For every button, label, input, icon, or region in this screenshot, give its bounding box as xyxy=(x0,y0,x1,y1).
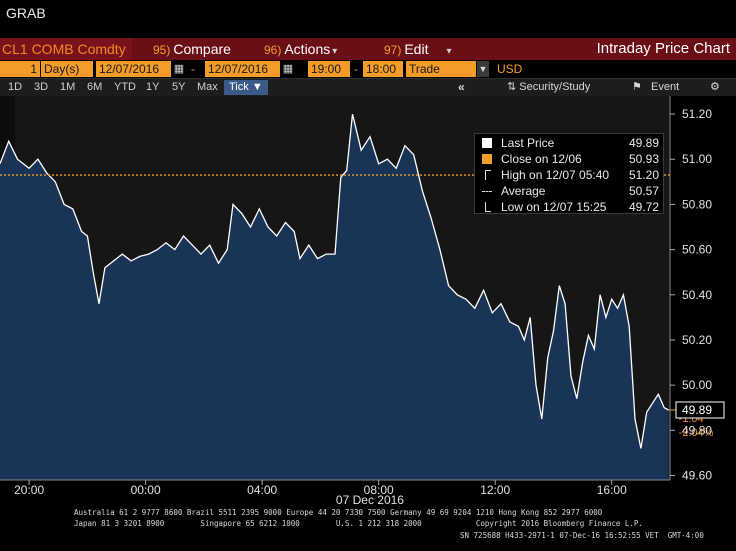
calendar-icon[interactable]: ▦ xyxy=(282,63,294,75)
legend-low-label: Low on 12/07 15:25 xyxy=(501,200,607,214)
date-range-separator: - xyxy=(188,61,202,77)
y-tick-label: 50.00 xyxy=(682,378,712,392)
range-ytd-button[interactable]: YTD xyxy=(114,81,136,93)
tick-label: Tick xyxy=(229,81,249,93)
range-5y-button[interactable]: 5Y xyxy=(172,81,186,93)
legend-last-value: 49.89 xyxy=(628,136,659,150)
average-marker-icon xyxy=(482,191,492,201)
range-max-button[interactable]: Max xyxy=(197,81,218,93)
currency-field[interactable]: USD xyxy=(494,61,534,77)
legend-high-label: High on 12/07 05:40 xyxy=(501,168,610,182)
footer-contacts-line2: Japan 81 3 3201 8900 Singapore 65 6212 1… xyxy=(74,519,643,528)
x-tick-label: 08:00 xyxy=(364,483,394,497)
end-date-field[interactable]: 12/07/2016 xyxy=(205,61,280,77)
price-area xyxy=(0,114,669,480)
legend-close-value: 50.93 xyxy=(628,152,659,166)
footer-serial-line: SN 725688 H433-2971-1 07-Dec-16 16:52:55… xyxy=(460,531,704,540)
legend-average-label: Average xyxy=(501,184,546,198)
edit-number: 97) xyxy=(384,43,402,57)
price-line xyxy=(0,113,669,449)
parameters-bar: 1 Day(s) 12/07/2016 ▦ - 12/07/2016 ▦ 19:… xyxy=(0,60,736,78)
compare-number: 95) xyxy=(153,43,171,57)
x-tick-label: 16:00 xyxy=(597,483,627,497)
actions-menu[interactable]: 96) Actions ▾ xyxy=(264,38,337,60)
y-tick-label: 49.80 xyxy=(682,423,712,437)
y-tick-label: 51.20 xyxy=(682,107,712,121)
actions-label: Actions xyxy=(284,41,331,57)
y-tick-label: 50.40 xyxy=(682,288,712,302)
series-key-icon xyxy=(482,154,492,164)
range-3d-button[interactable]: 3D xyxy=(34,81,49,93)
low-marker-icon xyxy=(485,202,491,212)
event-button[interactable]: ⚑ Event xyxy=(632,80,679,95)
security-study-button[interactable]: ⇅ Security/Study xyxy=(507,80,590,95)
x-tick-label: 12:00 xyxy=(480,483,510,497)
range-1m-button[interactable]: 1M xyxy=(60,81,76,93)
series-key-icon xyxy=(482,138,492,148)
legend-close-label: Close on 12/06 xyxy=(501,152,582,166)
x-tick-label: 04:00 xyxy=(247,483,277,497)
legend-high: High on 12/07 05:40 51.20 xyxy=(479,167,661,183)
ticker-field[interactable]: CL1 COMB Comdty xyxy=(0,38,132,60)
x-tick-label: 00:00 xyxy=(131,483,161,497)
end-time-field[interactable]: 18:00 xyxy=(363,61,403,77)
range-6m-button[interactable]: 6M xyxy=(87,81,103,93)
window-title-bar: GRAB xyxy=(0,0,736,38)
period-unit-field[interactable]: Day(s) xyxy=(41,61,93,77)
footer-contacts-line1: Australia 61 2 9777 8600 Brazil 5511 239… xyxy=(74,508,603,517)
footer: Australia 61 2 9777 8600 Brazil 5511 239… xyxy=(0,506,736,551)
chevron-down-icon: ▾ xyxy=(332,46,338,57)
tick-select[interactable]: Tick ▼ xyxy=(224,80,268,95)
chevron-down-icon[interactable]: ▼ xyxy=(477,61,489,77)
change-pct-label: -2.04% xyxy=(679,427,714,439)
tools-icon: ⇅ xyxy=(507,81,517,93)
y-tick-label: 49.60 xyxy=(682,468,712,482)
legend-average-value: 50.57 xyxy=(628,184,659,198)
start-time-field[interactable]: 19:00 xyxy=(308,61,350,77)
range-1d-button[interactable]: 1D xyxy=(8,81,23,93)
chart-legend[interactable]: Last Price 49.89 Close on 12/06 50.93 Hi… xyxy=(474,133,664,214)
y-tick-label: 50.20 xyxy=(682,333,712,347)
edit-menu[interactable]: 97) Edit ▾ xyxy=(384,38,452,60)
time-range-separator: - xyxy=(351,61,361,77)
chart-title: Intraday Price Chart xyxy=(596,40,730,57)
legend-high-value: 51.20 xyxy=(628,168,659,182)
legend-average: Average 50.57 xyxy=(479,183,661,199)
x-axis-date-label: 07 Dec 2016 xyxy=(336,493,404,506)
range-1y-button[interactable]: 1Y xyxy=(146,81,160,93)
flag-icon: ⚑ xyxy=(632,81,642,93)
y-tick-label: 50.80 xyxy=(682,197,712,211)
y-tick-label: 50.60 xyxy=(682,243,712,257)
edit-label: Edit xyxy=(404,41,429,57)
plot-layer: -1.04-2.04% xyxy=(0,96,714,480)
last-value-label: 49.89 xyxy=(682,403,712,417)
compare-label: Compare xyxy=(173,41,231,57)
gear-icon[interactable]: ⚙ xyxy=(710,81,720,93)
compare-button[interactable]: 95) Compare xyxy=(153,38,231,60)
legend-last-label: Last Price xyxy=(501,136,555,150)
last-value-box xyxy=(675,401,725,419)
event-type-select[interactable]: Trade xyxy=(406,61,476,77)
y-tick-label: 51.00 xyxy=(682,152,712,166)
command-bar: CL1 COMB Comdty 95) Compare 96) Actions ▾ 9… xyxy=(0,38,736,60)
window-title: GRAB xyxy=(6,5,46,21)
security-study-label: Security/Study xyxy=(519,81,591,93)
x-tick-label: 20:00 xyxy=(14,483,44,497)
start-date-field[interactable]: 12/07/2016 xyxy=(96,61,171,77)
collapse-double-chevron-icon[interactable]: « xyxy=(458,80,465,94)
axis-layer: 51.20 51.00 50.80 50.60 50.40 50.20 50.00 49.80… xyxy=(0,96,725,506)
event-label: Event xyxy=(651,81,680,93)
legend-last-price: Last Price 49.89 xyxy=(479,135,661,151)
chevron-down-icon: ▼ xyxy=(251,81,263,93)
chevron-down-icon: ▾ xyxy=(446,46,452,57)
legend-close: Close on 12/06 50.93 xyxy=(479,151,661,167)
period-count-field[interactable]: 1 xyxy=(0,61,40,77)
range-toolbar: 1D 3D 1M 6M YTD 1Y 5Y Max Tick ▼ « ⇅ Sec… xyxy=(0,78,736,96)
calendar-icon[interactable]: ▦ xyxy=(173,63,185,75)
legend-low-value: 49.72 xyxy=(628,200,659,214)
actions-number: 96) xyxy=(264,43,282,57)
high-marker-icon xyxy=(485,170,491,180)
legend-low: Low on 12/07 15:25 49.72 xyxy=(479,199,661,215)
